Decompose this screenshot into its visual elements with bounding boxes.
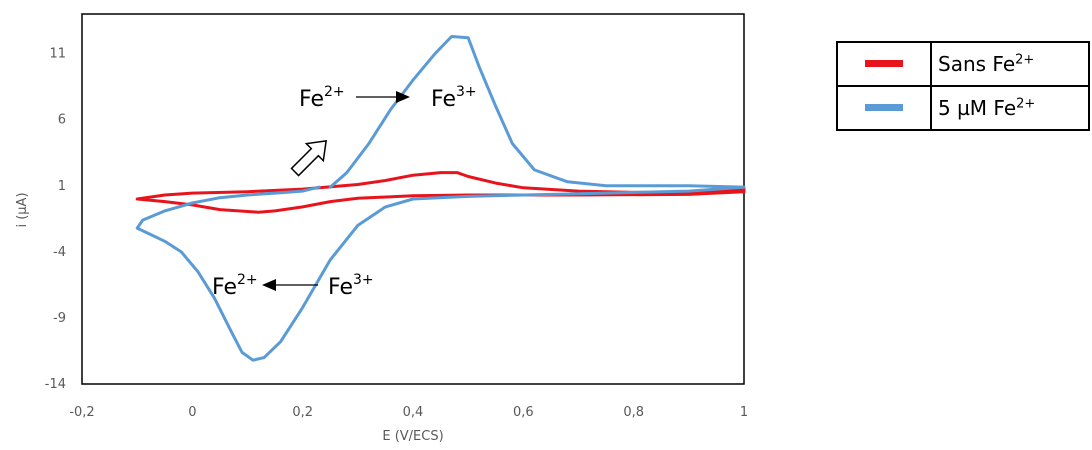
x-tick-label: 0,8 xyxy=(623,405,644,420)
plot-area-frame xyxy=(81,13,745,385)
annotation-fe2-top: Fe2+ xyxy=(299,84,345,112)
series-layer xyxy=(135,35,746,362)
oxidation-arrow-head xyxy=(396,91,410,103)
legend-swatch-sans-fe xyxy=(865,60,903,68)
y-tick-label: 6 xyxy=(58,113,66,128)
x-axis-title: E (V/ECS) xyxy=(382,429,443,444)
x-tick-label: -0,2 xyxy=(69,405,94,420)
legend: Sans Fe2+ 5 µM Fe2+ xyxy=(836,41,1090,131)
legend-row: Sans Fe2+ xyxy=(836,41,1090,87)
y-axis-title: i (µA) xyxy=(15,192,30,227)
legend-swatch-5um-fe xyxy=(865,104,903,112)
x-tick-label: 0,4 xyxy=(403,405,424,420)
x-tick-label: 1 xyxy=(740,405,748,420)
annotation-fe3-top: Fe3+ xyxy=(431,84,477,112)
annotation-fe2-bottom: Fe2+ xyxy=(212,272,258,300)
y-tick-label: 1 xyxy=(58,179,66,194)
legend-label-5um-fe: 5 µM Fe2+ xyxy=(930,85,1090,131)
x-tick-label: 0,2 xyxy=(292,405,313,420)
legend-row: 5 µM Fe2+ xyxy=(836,85,1090,131)
legend-label-sans-fe: Sans Fe2+ xyxy=(930,41,1090,87)
scan-direction-arrow xyxy=(290,139,328,177)
y-axis-ticks: -14 -9 -4 1 6 11 xyxy=(45,47,66,392)
y-tick-label: -14 xyxy=(45,377,66,392)
x-tick-label: 0 xyxy=(188,405,196,420)
y-tick-label: 11 xyxy=(49,47,66,62)
y-tick-label: -9 xyxy=(53,311,66,326)
annotation-fe3-bottom: Fe3+ xyxy=(328,272,374,300)
y-tick-label: -4 xyxy=(53,245,66,260)
x-tick-label: 0,6 xyxy=(513,405,534,420)
series-line-5um-fe xyxy=(135,35,746,362)
x-axis-ticks: -0,2 0 0,2 0,4 0,6 0,8 1 xyxy=(69,405,748,420)
reduction-arrow-head xyxy=(262,279,276,291)
